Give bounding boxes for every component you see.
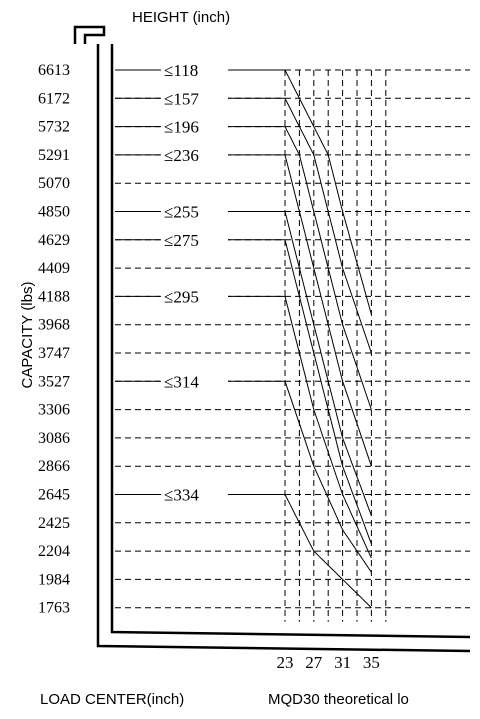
y-tick-label: 6172 bbox=[38, 90, 70, 107]
capacity-curve bbox=[284, 296, 372, 559]
y-tick-label: 3306 bbox=[38, 402, 70, 419]
y-tick-label: 1984 bbox=[38, 571, 70, 588]
capacity-curve bbox=[284, 126, 372, 410]
x-tick-label: 31 bbox=[334, 653, 351, 672]
height-label: ≤314 bbox=[164, 372, 199, 391]
y-tick-label: 3968 bbox=[38, 317, 70, 334]
capacity-curve bbox=[284, 239, 372, 545]
capacity-curve bbox=[284, 211, 372, 516]
y-tick-label: 4850 bbox=[38, 204, 70, 221]
height-label: ≤236 bbox=[164, 146, 199, 165]
top-axis-title: HEIGHT (inch) bbox=[132, 9, 230, 26]
y-tick-label: 1763 bbox=[38, 600, 70, 617]
y-tick-label: 4188 bbox=[38, 288, 70, 305]
frame-axis-inner bbox=[110, 44, 471, 639]
height-label: ≤275 bbox=[164, 231, 199, 250]
y-tick-label: 2425 bbox=[38, 515, 70, 532]
capacity-curve bbox=[284, 494, 372, 609]
y-axis-title: CAPACITY (lbs) bbox=[19, 282, 36, 389]
y-tick-label: 5070 bbox=[38, 175, 70, 192]
x-tick-label: 35 bbox=[363, 653, 380, 672]
x-tick-label: 27 bbox=[305, 653, 323, 672]
x-tick-labels: 23 27 31 35 bbox=[277, 653, 380, 672]
y-tick-label: 3747 bbox=[38, 345, 70, 362]
y-tick-label: 4409 bbox=[38, 260, 70, 277]
y-tick-label: 2204 bbox=[38, 543, 70, 560]
height-label: ≤196 bbox=[164, 118, 199, 137]
capacity-curve bbox=[284, 154, 372, 467]
capacity-curves bbox=[284, 69, 372, 609]
y-tick-label: 5732 bbox=[38, 119, 70, 136]
y-tick-label: 3527 bbox=[38, 373, 70, 390]
y-tick-label: 2645 bbox=[38, 487, 70, 504]
y-tick-label: 5291 bbox=[38, 147, 70, 164]
height-label: ≤118 bbox=[164, 61, 198, 80]
height-label: ≤157 bbox=[164, 89, 199, 108]
chart-frame bbox=[73, 25, 471, 653]
y-tick-label: 4629 bbox=[38, 232, 70, 249]
capacity-curve bbox=[284, 381, 372, 573]
capacity-curve bbox=[284, 69, 372, 315]
grid bbox=[115, 69, 470, 622]
height-label: ≤334 bbox=[164, 486, 199, 505]
chart-title: MQD30 theoretical lo bbox=[268, 691, 409, 708]
y-tick-labels: 6613 6172 5732 5291 5070 4850 4629 4409 4188 3968… bbox=[38, 62, 70, 617]
height-labels: ≤118 ≤157 ≤196 ≤236 ≤255 ≤275 ≤295 ≤314 ≤334 bbox=[115, 61, 285, 505]
frame-hook bbox=[73, 25, 106, 44]
height-label: ≤255 bbox=[164, 203, 199, 222]
x-tick-label: 23 bbox=[277, 653, 294, 672]
y-tick-label: 2866 bbox=[38, 458, 70, 475]
y-tick-label: 6613 bbox=[38, 62, 70, 79]
frame-axis-outer bbox=[96, 44, 471, 653]
capacity-curve bbox=[284, 98, 372, 354]
y-tick-label: 3086 bbox=[38, 430, 70, 447]
height-label: ≤295 bbox=[164, 287, 199, 306]
x-axis-title: LOAD CENTER(inch) bbox=[40, 691, 184, 708]
